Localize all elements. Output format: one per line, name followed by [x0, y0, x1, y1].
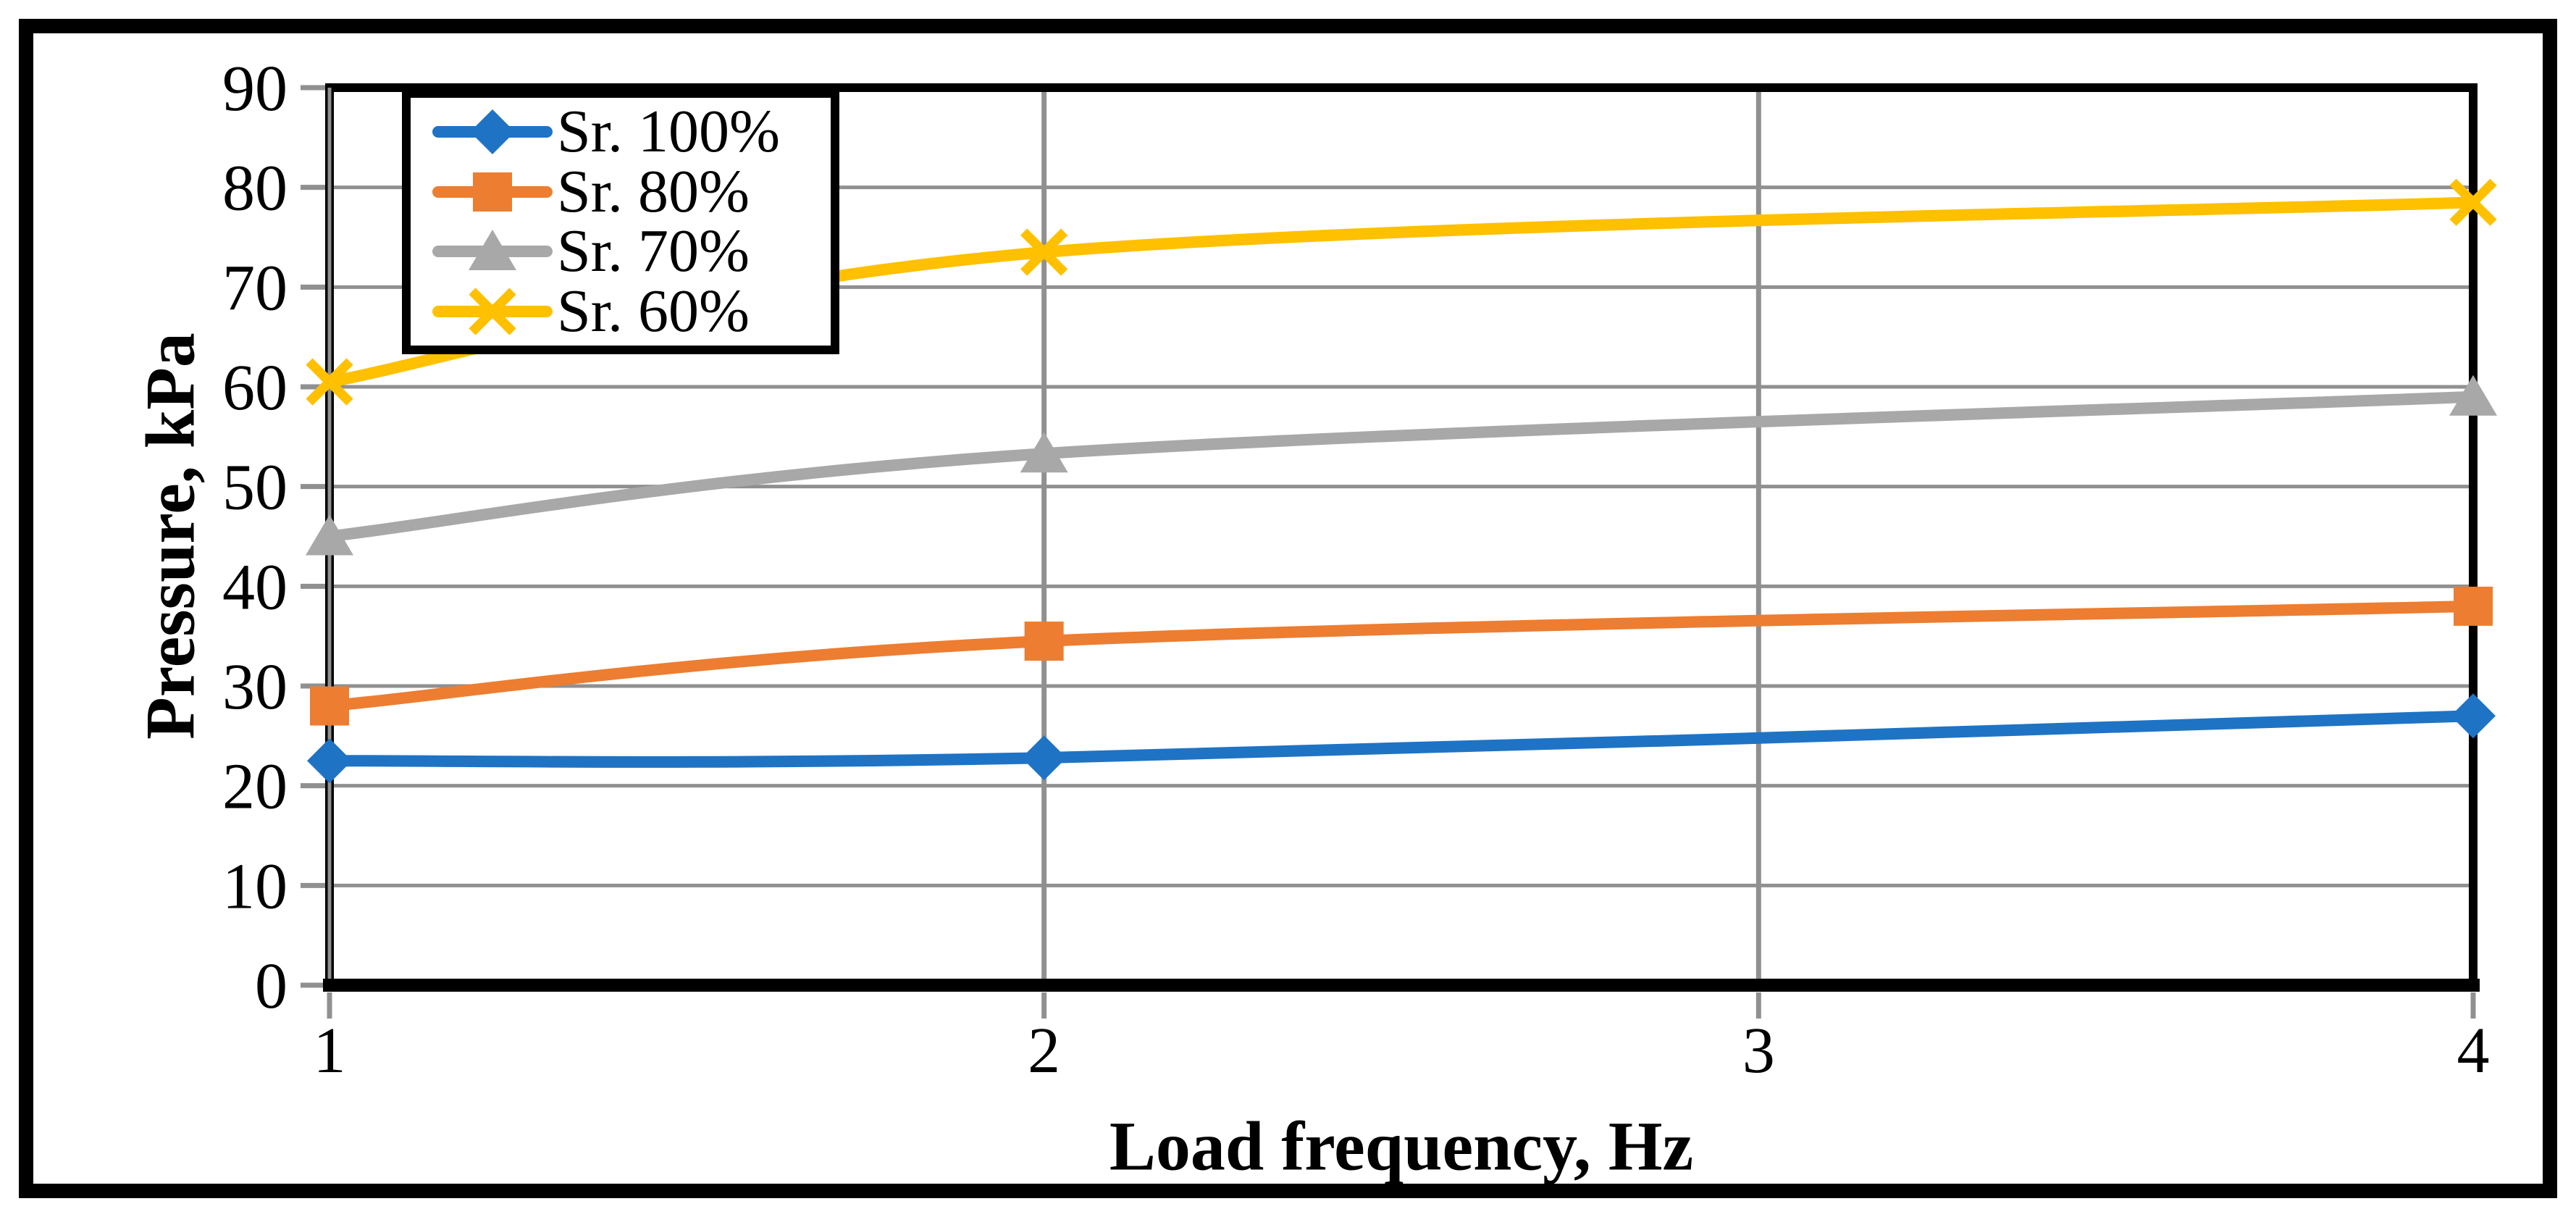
legend-item-sr-80: Sr. 80% [432, 157, 831, 225]
legend-marker-square [432, 172, 553, 212]
legend-item-sr-100: Sr. 100% [432, 98, 831, 166]
legend-marker-diamond [432, 109, 553, 155]
x-axis-title: Load frequency, Hz [1109, 1107, 1694, 1185]
x-tick-label: 1 [314, 1015, 346, 1087]
x-marker [1020, 228, 1068, 276]
triangle-marker [306, 514, 353, 556]
legend-item-sr-70: Sr. 70% [432, 217, 831, 285]
y-tick-label: 0 [255, 950, 288, 1022]
legend-item-sr-60: Sr. 60% [432, 277, 831, 345]
y-tick-label: 60 [222, 352, 288, 424]
legend: Sr. 100% Sr. 80% Sr. 70% Sr. 60% [402, 89, 839, 354]
series-line-sr-80- [324, 600, 2479, 712]
y-tick-label: 70 [222, 252, 288, 324]
y-tick-label: 20 [222, 751, 288, 823]
diamond-marker [2451, 693, 2496, 739]
diamond-marker [307, 738, 352, 784]
square-marker [473, 172, 512, 212]
x-marker [469, 288, 516, 335]
legend-label: Sr. 60% [557, 277, 750, 345]
square-marker [310, 686, 349, 726]
x-tick-label: 4 [2457, 1015, 2490, 1087]
legend-label: Sr. 100% [557, 98, 781, 166]
triangle-marker [469, 230, 516, 271]
y-tick-label: 50 [222, 452, 288, 524]
diamond-marker [1021, 735, 1067, 781]
y-axis-title: Pressure, kPa [131, 333, 209, 740]
series-line-sr-70- [324, 390, 2479, 543]
triangle-marker [2449, 375, 2497, 416]
triangle-marker [1020, 432, 1068, 473]
square-marker [2454, 586, 2493, 626]
legend-label: Sr. 70% [557, 217, 750, 285]
square-marker [1024, 622, 1064, 661]
diamond-marker [470, 109, 515, 155]
series-line-sr-100- [324, 710, 2479, 768]
x-tick-label: 2 [1028, 1015, 1060, 1087]
legend-marker-x [432, 288, 553, 335]
legend-label: Sr. 80% [557, 157, 750, 225]
y-tick-label: 80 [222, 153, 288, 225]
legend-marker-triangle [432, 230, 553, 271]
x-tick-label: 3 [1742, 1015, 1775, 1087]
x-marker [2449, 178, 2497, 226]
y-tick-label: 30 [222, 651, 288, 723]
y-tick-label: 40 [222, 551, 288, 623]
x-marker [306, 358, 353, 406]
y-tick-label: 10 [222, 850, 288, 922]
y-tick-label: 90 [222, 53, 288, 125]
